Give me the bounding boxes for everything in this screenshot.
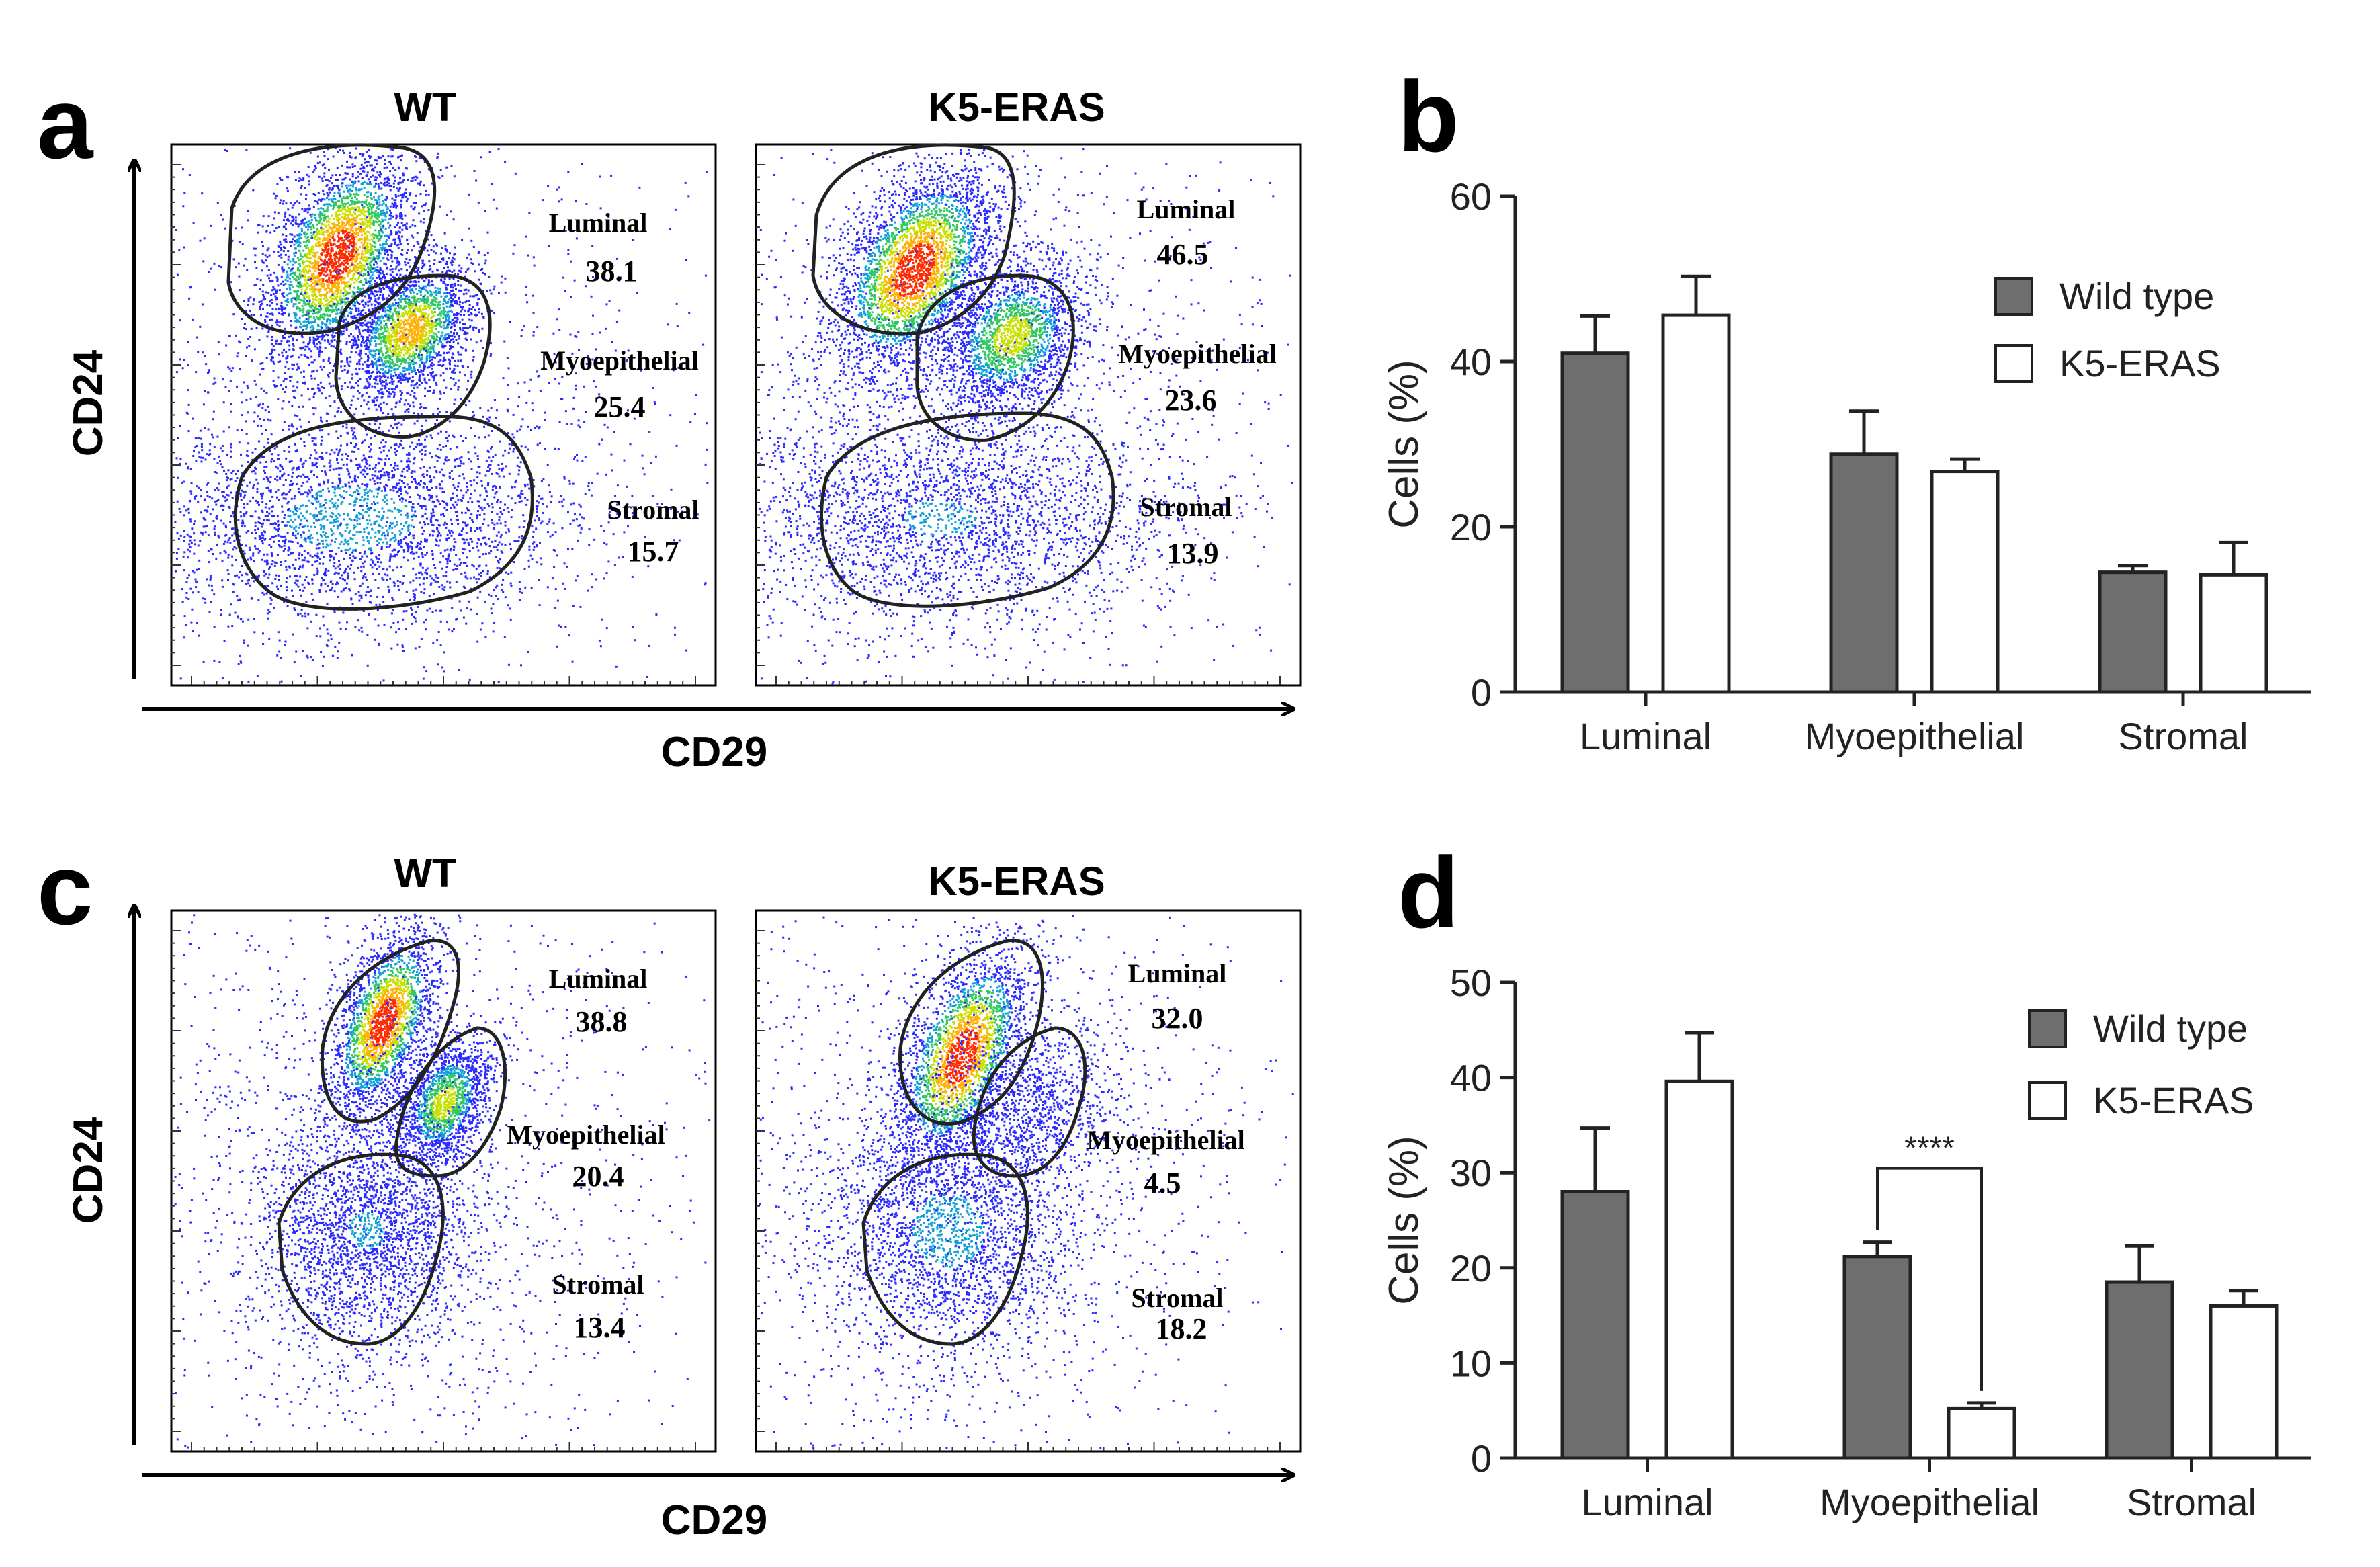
legend-label: K5-ERAS [2059,342,2221,384]
bar-stromal-k5-eras [2201,575,2266,692]
y-tick-label: 20 [1450,506,1492,548]
y-axis-label: Cells (%) [1381,359,1427,528]
legend-swatch [2029,1083,2066,1119]
bar-myoepithelial-k5-eras [1949,1408,2014,1458]
panel-c-title-wt: WT [394,851,456,896]
panel-c-x-label: CD29 [661,1497,768,1543]
panel-a-wt-myo-label: Myoepithelial [540,345,699,376]
panel-c-k5-myo-value: 4.5 [1144,1167,1181,1199]
bar-stromal-wild-type [2100,573,2166,692]
panel-a-title-k5eras: K5-ERAS [928,85,1105,130]
panel-a-k5-myo-label: Myoepithelial [1118,339,1277,369]
y-tick-label: 0 [1471,671,1492,714]
y-tick-label: 20 [1450,1247,1492,1289]
panel-a-wt-stromal-value: 15.7 [628,535,679,568]
panel-a-k5-stromal-value: 13.9 [1167,537,1219,570]
panel-c-wt-stromal-label: Stromal [552,1269,644,1300]
panel-a-k5-myo-value: 23.6 [1165,384,1217,417]
bar-luminal-wild-type [1562,353,1628,692]
panel-c-k5-myo-label: Myoepithelial [1087,1125,1245,1155]
legend: Wild type K5-ERAS [1996,275,2221,384]
panel-letter-a: a [37,67,94,179]
legend: Wild type K5-ERAS [2029,1007,2254,1121]
y-tick-label: 10 [1450,1342,1492,1384]
panel-a-wt-myo-value: 25.4 [594,390,646,423]
panel-c-k5-stromal-value: 18.2 [1156,1312,1207,1345]
panel-a-y-label: CD24 [65,349,112,456]
panel-a-title-wt: WT [394,85,456,130]
x-tick-label: Stromal [2127,1481,2256,1523]
panel-a-wt-luminal-value: 38.1 [586,255,638,288]
significance-label: **** [1904,1131,1955,1167]
bar-myoepithelial-k5-eras [1932,472,1998,692]
panel-c-wt-stromal-value: 13.4 [574,1311,626,1344]
panel-a-k5-luminal-value: 46.5 [1157,238,1209,271]
panel-a-k5-luminal-label: Luminal [1137,194,1236,224]
panel-c-k5-luminal-value: 32.0 [1152,1002,1203,1035]
panel-letter-d: d [1398,836,1459,949]
x-tick-label: Stromal [2119,715,2248,757]
bar-stromal-wild-type [2107,1282,2172,1458]
panel-c-wt-myo-label: Myoepithelial [507,1119,665,1150]
legend-label: Wild type [2093,1007,2248,1050]
panel-c-k5-stromal-label: Stromal [1131,1283,1223,1313]
panel-c-title-k5eras: K5-ERAS [928,859,1105,904]
bar-myoepithelial-wild-type [1831,454,1897,692]
legend-label: Wild type [2059,275,2214,317]
panel-d-bar-chart: 0 10 20 30 40 50 Cells (%) Luminal Myoepithelial… [1381,962,2311,1523]
y-tick-label: 50 [1450,962,1492,1004]
y-tick-label: 40 [1450,1057,1492,1099]
y-axis-label: Cells (%) [1381,1136,1427,1304]
x-tick-label: Myoepithelial [1820,1481,2039,1523]
panel-letter-c: c [37,833,93,945]
panel-c-plot-k5eras [756,910,1300,1451]
panel-a-k5-stromal-label: Stromal [1140,492,1232,522]
legend-swatch [1996,278,2032,314]
panel-c-wt-luminal-label: Luminal [549,964,648,994]
panel-a-plot-k5eras [756,144,1300,685]
legend-label: K5-ERAS [2093,1079,2254,1121]
x-tick-label: Luminal [1581,1481,1713,1523]
bar-stromal-k5-eras [2211,1306,2277,1458]
panel-c-k5-luminal-label: Luminal [1128,958,1227,988]
y-tick-label: 30 [1450,1152,1492,1194]
y-tick-label: 60 [1450,175,1492,218]
bar-luminal-k5-eras [1663,315,1729,692]
panel-letter-b: b [1398,60,1459,173]
legend-swatch [2029,1011,2066,1047]
y-tick-label: 40 [1450,341,1492,383]
panel-a-flow-cytometry: WT K5-ERAS Luminal 38.1 Myoepithelial 25… [65,85,1300,775]
panel-c-wt-myo-value: 20.4 [572,1160,624,1193]
bar-myoepithelial-wild-type [1844,1257,1910,1458]
panel-c-y-label: CD24 [65,1117,112,1224]
panel-a-wt-luminal-label: Luminal [549,208,648,238]
bar-luminal-wild-type [1562,1192,1628,1458]
bar-luminal-k5-eras [1666,1081,1732,1458]
x-tick-label: Luminal [1580,715,1711,757]
legend-swatch [1996,345,2032,382]
panel-a-x-label: CD29 [661,729,768,775]
y-tick-label: 0 [1471,1437,1492,1480]
panel-b-bar-chart: 0 20 40 60 Cells (%) Luminal Myoepithelial Stro… [1381,175,2311,757]
panel-c-flow-cytometry: WT K5-ERAS Luminal 38.8 Myoepithelial 20… [65,851,1300,1543]
panel-c-wt-luminal-value: 38.8 [576,1005,628,1038]
panel-a-wt-stromal-label: Stromal [607,495,699,525]
x-tick-label: Myoepithelial [1805,715,2025,757]
